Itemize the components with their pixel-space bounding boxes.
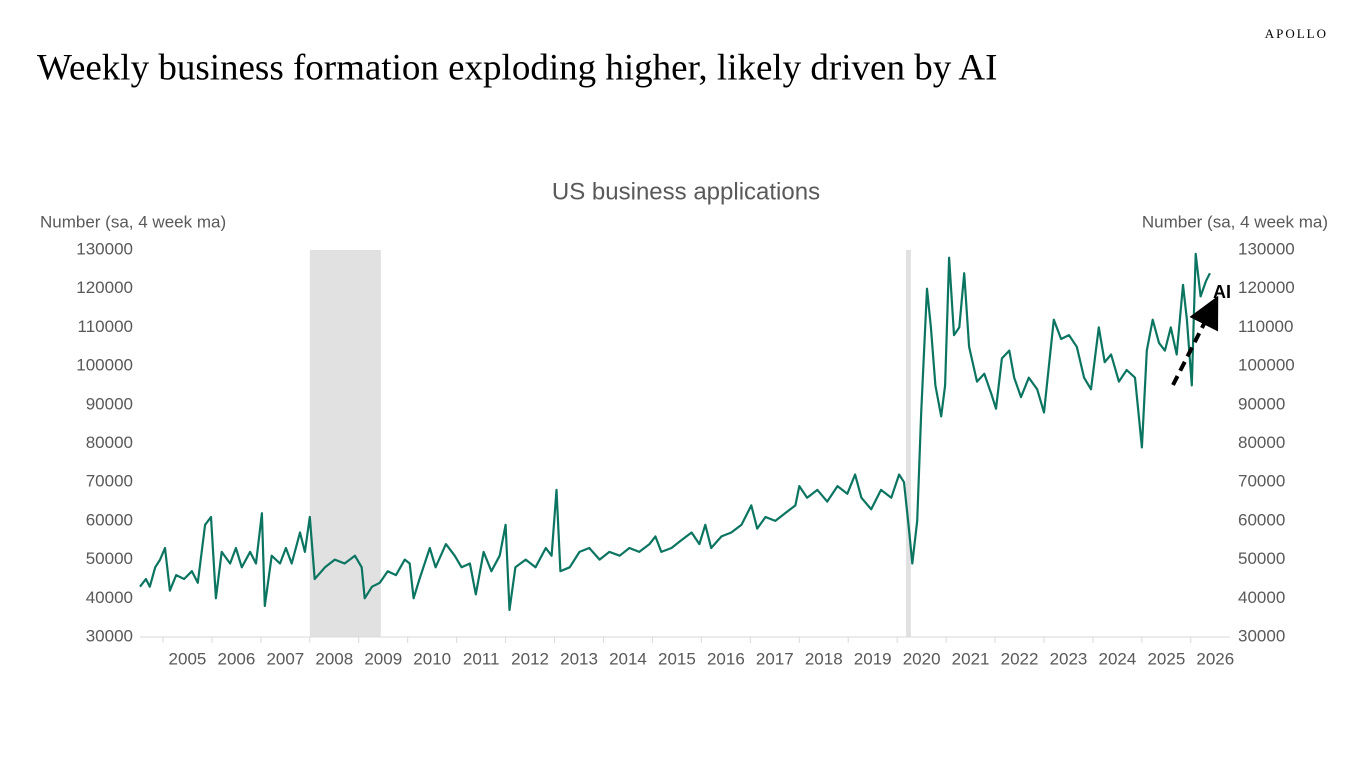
chart-title: US business applications <box>552 178 820 205</box>
y-tick-label: 60000 <box>86 510 133 529</box>
y2-tick-label: 110000 <box>1238 317 1293 336</box>
x-tick-label: 2020 <box>903 649 941 668</box>
y-tick-label: 90000 <box>86 394 133 413</box>
y-tick-label: 80000 <box>86 433 133 452</box>
y2-tick-label: 100000 <box>1238 356 1295 375</box>
y2-tick-label: 50000 <box>1238 549 1285 568</box>
y-tick-label: 130000 <box>76 239 133 258</box>
y-tick-label: 100000 <box>76 356 133 375</box>
y2-tick-label: 130000 <box>1238 239 1295 258</box>
x-tick-label: 2007 <box>266 649 304 668</box>
y-tick-label: 50000 <box>86 549 133 568</box>
x-tick-label: 2008 <box>315 649 353 668</box>
y2-tick-label: 80000 <box>1238 433 1285 452</box>
recession-shade <box>905 250 911 637</box>
x-tick-label: 2006 <box>218 649 256 668</box>
annotation-arrow <box>1171 295 1219 386</box>
annotation: AI <box>1213 282 1231 302</box>
y2-axis-label: Number (sa, 4 week ma) <box>1142 212 1328 231</box>
headline: Weekly business formation exploding high… <box>37 47 997 88</box>
x-tick-label: 2024 <box>1099 649 1137 668</box>
x-tick-label: 2018 <box>805 649 843 668</box>
y2-tick-label: 70000 <box>1238 472 1285 491</box>
y2-tick-label: 90000 <box>1238 394 1285 413</box>
x-tick-label: 2010 <box>413 649 451 668</box>
x-tick-label: 2019 <box>854 649 892 668</box>
x-tick-label: 2011 <box>463 649 500 668</box>
x-tick-label: 2023 <box>1050 649 1088 668</box>
x-tick-label: 2005 <box>169 649 207 668</box>
y2-tick-label: 120000 <box>1238 278 1295 297</box>
x-tick-label: 2016 <box>707 649 745 668</box>
x-tick-label: 2017 <box>756 649 794 668</box>
recession-shade <box>309 250 381 637</box>
x-tick-label: 2026 <box>1196 649 1234 668</box>
x-tick-label: 2015 <box>658 649 696 668</box>
y-tick-label: 30000 <box>86 626 133 645</box>
x-tick-label: 2013 <box>560 649 598 668</box>
x-tick-label: 2012 <box>511 649 549 668</box>
y2-tick-label: 40000 <box>1238 588 1285 607</box>
x-tick-label: 2009 <box>364 649 402 668</box>
x-tick-label: 2014 <box>609 649 647 668</box>
x-tick-label: 2022 <box>1001 649 1039 668</box>
x-tick-label: 2025 <box>1147 649 1185 668</box>
y-tick-label: 110000 <box>78 317 133 336</box>
y-axis-label: Number (sa, 4 week ma) <box>40 212 226 231</box>
data-line <box>139 252 1211 611</box>
y-tick-label: 40000 <box>86 588 133 607</box>
y-tick-label: 70000 <box>86 472 133 491</box>
y2-tick-label: 30000 <box>1238 626 1285 645</box>
y2-tick-label: 60000 <box>1238 510 1285 529</box>
brand: APOLLO <box>1265 26 1328 41</box>
x-tick-label: 2021 <box>952 649 990 668</box>
y-tick-label: 120000 <box>76 278 133 297</box>
